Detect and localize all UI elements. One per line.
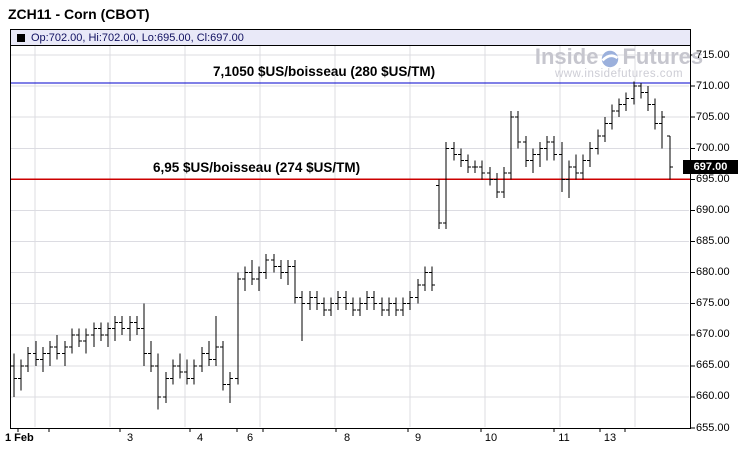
y-axis-tick-label: 670.00 [696, 328, 730, 341]
y-axis-tick-label: 660.00 [696, 390, 730, 403]
x-axis-tick-label: 10 [484, 432, 498, 444]
x-axis-tick-label: 11 [558, 432, 570, 444]
watermark-brand: Inside Futures [535, 44, 703, 70]
legend-ohlc-text: Op:702.00, Hi:702.00, Lo:695.00, Cl:697.… [31, 31, 244, 44]
last-price-tag: 697.00 [683, 159, 738, 174]
ohlc-legend: Op:702.00, Hi:702.00, Lo:695.00, Cl:697.… [11, 30, 690, 46]
x-axis-tick-label: 13 [603, 432, 617, 444]
y-axis-tick-label: 655.00 [696, 421, 730, 434]
x-axis-tick-label: 1 Feb [5, 432, 34, 444]
y-axis-tick-label: 675.00 [696, 297, 730, 310]
y-axis-tick-label: 710.00 [696, 79, 730, 92]
chart-plot-area[interactable] [10, 29, 747, 461]
watermark-brand-right: Futures [622, 44, 704, 69]
watermark-globe-icon [601, 48, 619, 68]
y-axis-tick-label: 685.00 [696, 235, 730, 247]
support-annotation: 6,95 $US/boisseau (274 $US/TM) [153, 160, 361, 176]
page-title: ZCH11 - Corn (CBOT) [8, 6, 150, 22]
x-axis-tick-label: 6 [246, 432, 254, 444]
y-axis-tick-label: 700.00 [696, 141, 730, 154]
resistance-annotation: 7,1050 $US/boisseau (280 $US/TM) [213, 63, 436, 79]
x-axis-tick-label: 3 [126, 432, 134, 444]
y-axis-tick-label: 695.00 [696, 172, 730, 185]
x-axis-tick-label: 8 [343, 432, 351, 444]
y-axis-tick-label: 665.00 [696, 359, 730, 372]
chart-frame: Op:702.00, Hi:702.00, Lo:695.00, Cl:697.… [10, 29, 691, 429]
watermark-brand-left: Inside [534, 44, 599, 69]
legend-square-icon [17, 33, 25, 42]
y-axis-tick-label: 680.00 [696, 266, 730, 279]
y-axis-tick-label: 690.00 [696, 203, 730, 216]
y-axis-tick-label: 715.00 [696, 48, 730, 61]
x-axis-tick-label: 4 [196, 432, 204, 444]
x-axis-tick-label: 9 [414, 432, 422, 444]
watermark-url: www.insidefutures.com [554, 68, 684, 80]
y-axis-tick-label: 705.00 [696, 110, 730, 123]
